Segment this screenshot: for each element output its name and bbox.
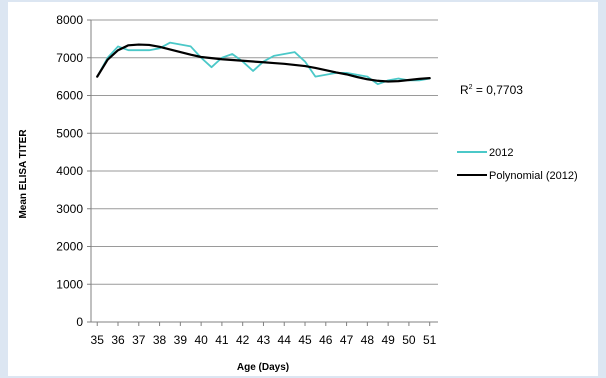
r-squared-prefix: R <box>460 83 469 97</box>
y-tick-label: 5000 <box>56 126 83 140</box>
x-tick-label: 50 <box>402 333 416 347</box>
y-tick-label: 8000 <box>56 13 83 27</box>
y-tick-label: 3000 <box>56 202 83 216</box>
series-line-polynomial <box>96 43 431 83</box>
series-lines <box>96 41 431 86</box>
x-tick-label: 40 <box>194 333 208 347</box>
r-squared-value: = 0,7703 <box>473 83 524 97</box>
x-tick-label: 37 <box>132 333 146 347</box>
x-tick-label: 36 <box>111 333 125 347</box>
y-tick-label: 6000 <box>56 89 83 103</box>
x-tick-label: 35 <box>91 333 105 347</box>
y-tick-label: 4000 <box>56 164 83 178</box>
y-tick-label: 1000 <box>56 277 83 291</box>
x-tick-label: 48 <box>361 333 375 347</box>
line-chart: 0 1000 2000 3000 4000 5000 6000 7000 8000 35 36 37 3… <box>18 13 578 373</box>
x-tick-label: 47 <box>340 333 354 347</box>
y-tick-label: 7000 <box>56 51 83 65</box>
x-tick-label: 42 <box>236 333 250 347</box>
x-tick-label: 45 <box>298 333 312 347</box>
x-tick-label: 51 <box>423 333 437 347</box>
x-tick-label: 44 <box>278 333 292 347</box>
svg-text:R2 = 0,7703: R2 = 0,7703 <box>460 83 523 97</box>
y-tick-label: 2000 <box>56 240 83 254</box>
axes <box>87 19 438 326</box>
legend: 2012 Polynomial (2012) <box>457 147 578 182</box>
x-tick-label: 38 <box>153 333 167 347</box>
legend-label-2012: 2012 <box>489 147 513 159</box>
series-line-2012 <box>96 41 431 86</box>
y-axis-title: Mean ELISA TITER <box>18 129 29 219</box>
x-axis-title: Age (Days) <box>237 362 289 373</box>
x-tick-label: 43 <box>257 333 271 347</box>
x-tick-label: 39 <box>174 333 188 347</box>
x-tick-label: 41 <box>215 333 229 347</box>
legend-item-polynomial: Polynomial (2012) <box>457 170 578 182</box>
x-tick-label: 49 <box>381 333 395 347</box>
y-tick-label: 0 <box>76 315 83 329</box>
r-squared-sup: 2 <box>469 84 473 91</box>
tick-labels: 0 1000 2000 3000 4000 5000 6000 7000 8000 35 36 37 3… <box>56 13 436 347</box>
legend-label-polynomial: Polynomial (2012) <box>489 170 578 182</box>
grid-lines <box>91 19 438 285</box>
r-squared-annotation: R2 = 0,7703 <box>460 83 523 97</box>
legend-item-2012: 2012 <box>457 147 513 159</box>
x-tick-label: 46 <box>319 333 333 347</box>
